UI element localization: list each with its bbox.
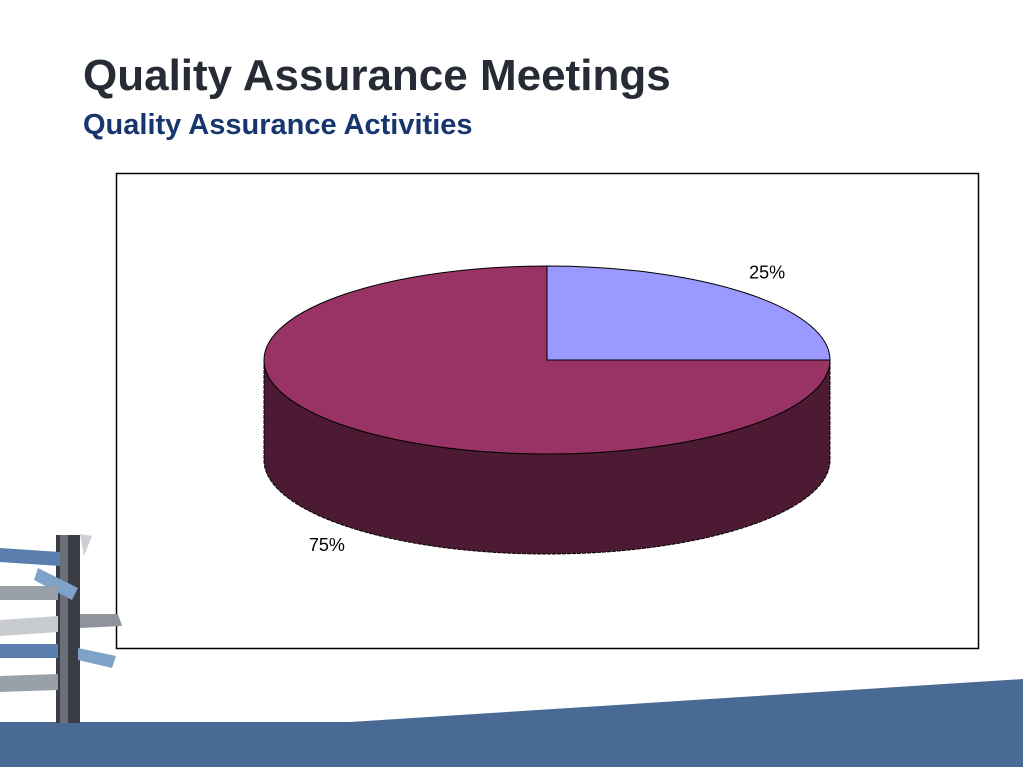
slice: [546, 265, 831, 361]
signpost-decoration: [0, 534, 122, 723]
slice: [263, 265, 831, 455]
slide-subtitle: Quality Assurance Activities: [83, 109, 473, 141]
slide-title: Quality Assurance Meetings: [83, 51, 671, 100]
data-label: 25%: [749, 262, 785, 282]
footer-band: [0, 679, 1023, 767]
pie-chart: 25% 75%: [263, 262, 831, 555]
data-label: 75%: [309, 535, 345, 555]
